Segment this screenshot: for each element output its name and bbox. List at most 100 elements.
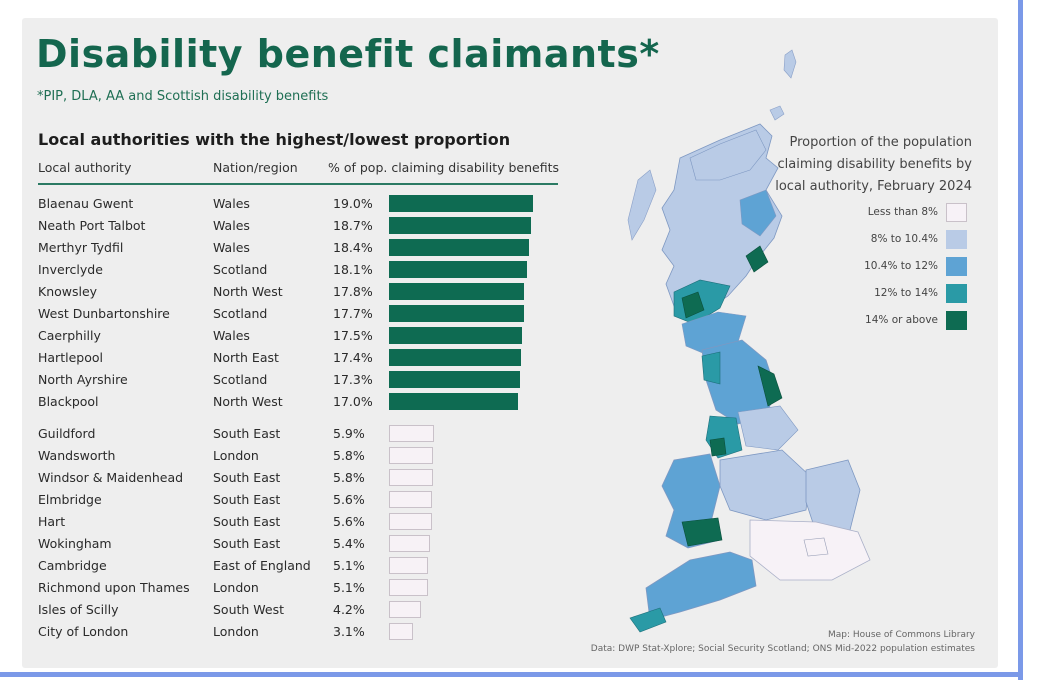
value-label: 17.5% (333, 328, 373, 343)
authority-name: Wandsworth (38, 448, 116, 463)
bar-lowest-2 (389, 469, 434, 486)
value-label: 18.7% (333, 218, 373, 233)
bar-lowest-3 (389, 491, 432, 508)
authority-name: Hartlepool (38, 350, 103, 365)
map-north-east (757, 365, 783, 407)
bar-lowest-7 (389, 579, 428, 596)
authority-name: Neath Port Talbot (38, 218, 146, 233)
region-name: Wales (213, 240, 250, 255)
region-name: London (213, 580, 259, 595)
legend-title-line: local authority, February 2024 (775, 179, 972, 194)
map-scotland (661, 123, 783, 321)
value-label: 18.1% (333, 262, 373, 277)
region-name: South East (213, 536, 281, 551)
bar-highest-1 (389, 217, 532, 234)
column-header-authority: Local authority (38, 160, 132, 175)
map-outer-hebrides (627, 169, 657, 241)
authority-name: Richmond upon Thames (38, 580, 190, 595)
value-label: 5.4% (333, 536, 365, 551)
legend-label: Less than 8% (867, 206, 938, 218)
map-merseyside (709, 437, 727, 457)
region-name: South East (213, 426, 281, 441)
data-credit: Data: DWP Stat-Xplore; Social Security S… (590, 644, 975, 654)
authority-name: Blackpool (38, 394, 99, 409)
value-label: 17.4% (333, 350, 373, 365)
value-label: 18.4% (333, 240, 373, 255)
page-title: Disability benefit claimants* (36, 32, 660, 76)
authority-name: Blaenau Gwent (38, 196, 134, 211)
map-credit: Map: House of Commons Library (827, 630, 975, 640)
value-label: 5.1% (333, 558, 365, 573)
authority-name: Knowsley (38, 284, 98, 299)
authority-name: Isles of Scilly (38, 602, 119, 617)
bar-highest-8 (389, 371, 521, 388)
value-label: 17.8% (333, 284, 373, 299)
value-label: 19.0% (333, 196, 373, 211)
legend-swatch (946, 311, 967, 330)
map-aberdeenshire (739, 189, 777, 237)
authority-name: North Ayrshire (38, 372, 128, 387)
bar-lowest-5 (389, 535, 431, 552)
bar-highest-7 (389, 349, 522, 366)
bar-lowest-1 (389, 447, 434, 464)
map-south-wales (681, 517, 723, 547)
bar-highest-5 (389, 305, 524, 322)
legend-title-line: claiming disability benefits by (777, 157, 972, 172)
bar-highest-2 (389, 239, 529, 256)
bar-highest-4 (389, 283, 525, 300)
bar-highest-3 (389, 261, 527, 278)
value-label: 5.6% (333, 492, 365, 507)
header-divider (38, 183, 558, 185)
region-name: Scotland (213, 262, 268, 277)
map-south-west (645, 551, 757, 621)
window-edge-bottom (0, 672, 1023, 677)
value-label: 17.0% (333, 394, 373, 409)
bar-highest-0 (389, 195, 534, 212)
page-subtitle: *PIP, DLA, AA and Scottish disability be… (37, 89, 329, 104)
region-name: Scotland (213, 372, 268, 387)
legend-title-line: Proportion of the population (789, 135, 972, 150)
value-label: 4.2% (333, 602, 365, 617)
column-header-region: Nation/region (213, 160, 298, 175)
map-east (805, 459, 861, 531)
region-name: Wales (213, 196, 250, 211)
value-label: 5.1% (333, 580, 365, 595)
region-name: London (213, 624, 259, 639)
authority-name: Guildford (38, 426, 96, 441)
bar-lowest-9 (389, 623, 413, 640)
legend-swatch (946, 230, 967, 249)
map-shetland (783, 49, 797, 79)
region-name: North East (213, 350, 279, 365)
authority-name: Hart (38, 514, 66, 529)
map-yorkshire (737, 405, 799, 451)
bar-highest-9 (389, 393, 519, 410)
column-header-percent: % of pop. claiming disability benefits (328, 160, 560, 175)
legend-label: 10.4% to 12% (864, 260, 938, 272)
authority-name: West Dunbartonshire (38, 306, 170, 321)
region-name: North West (213, 284, 283, 299)
legend-label: 12% to 14% (874, 287, 938, 299)
value-label: 5.9% (333, 426, 365, 441)
authority-name: Windsor & Maidenhead (38, 470, 184, 485)
authority-name: Caerphilly (38, 328, 101, 343)
value-label: 17.7% (333, 306, 373, 321)
bar-lowest-0 (389, 425, 434, 442)
uk-choropleth-map (627, 49, 871, 633)
value-label: 5.6% (333, 514, 365, 529)
region-name: Wales (213, 328, 250, 343)
value-label: 17.3% (333, 372, 373, 387)
legend-swatch (946, 257, 967, 276)
region-name: London (213, 448, 259, 463)
authority-name: Cambridge (38, 558, 107, 573)
bar-lowest-6 (389, 557, 428, 574)
legend-swatch (946, 203, 967, 222)
legend-label: 14% or above (865, 314, 938, 326)
map-midlands (719, 449, 811, 521)
region-name: South East (213, 492, 281, 507)
region-name: Scotland (213, 306, 268, 321)
authority-name: Wokingham (38, 536, 112, 551)
region-name: South East (213, 514, 281, 529)
region-name: South West (213, 602, 285, 617)
map-scotland-north (689, 129, 767, 181)
